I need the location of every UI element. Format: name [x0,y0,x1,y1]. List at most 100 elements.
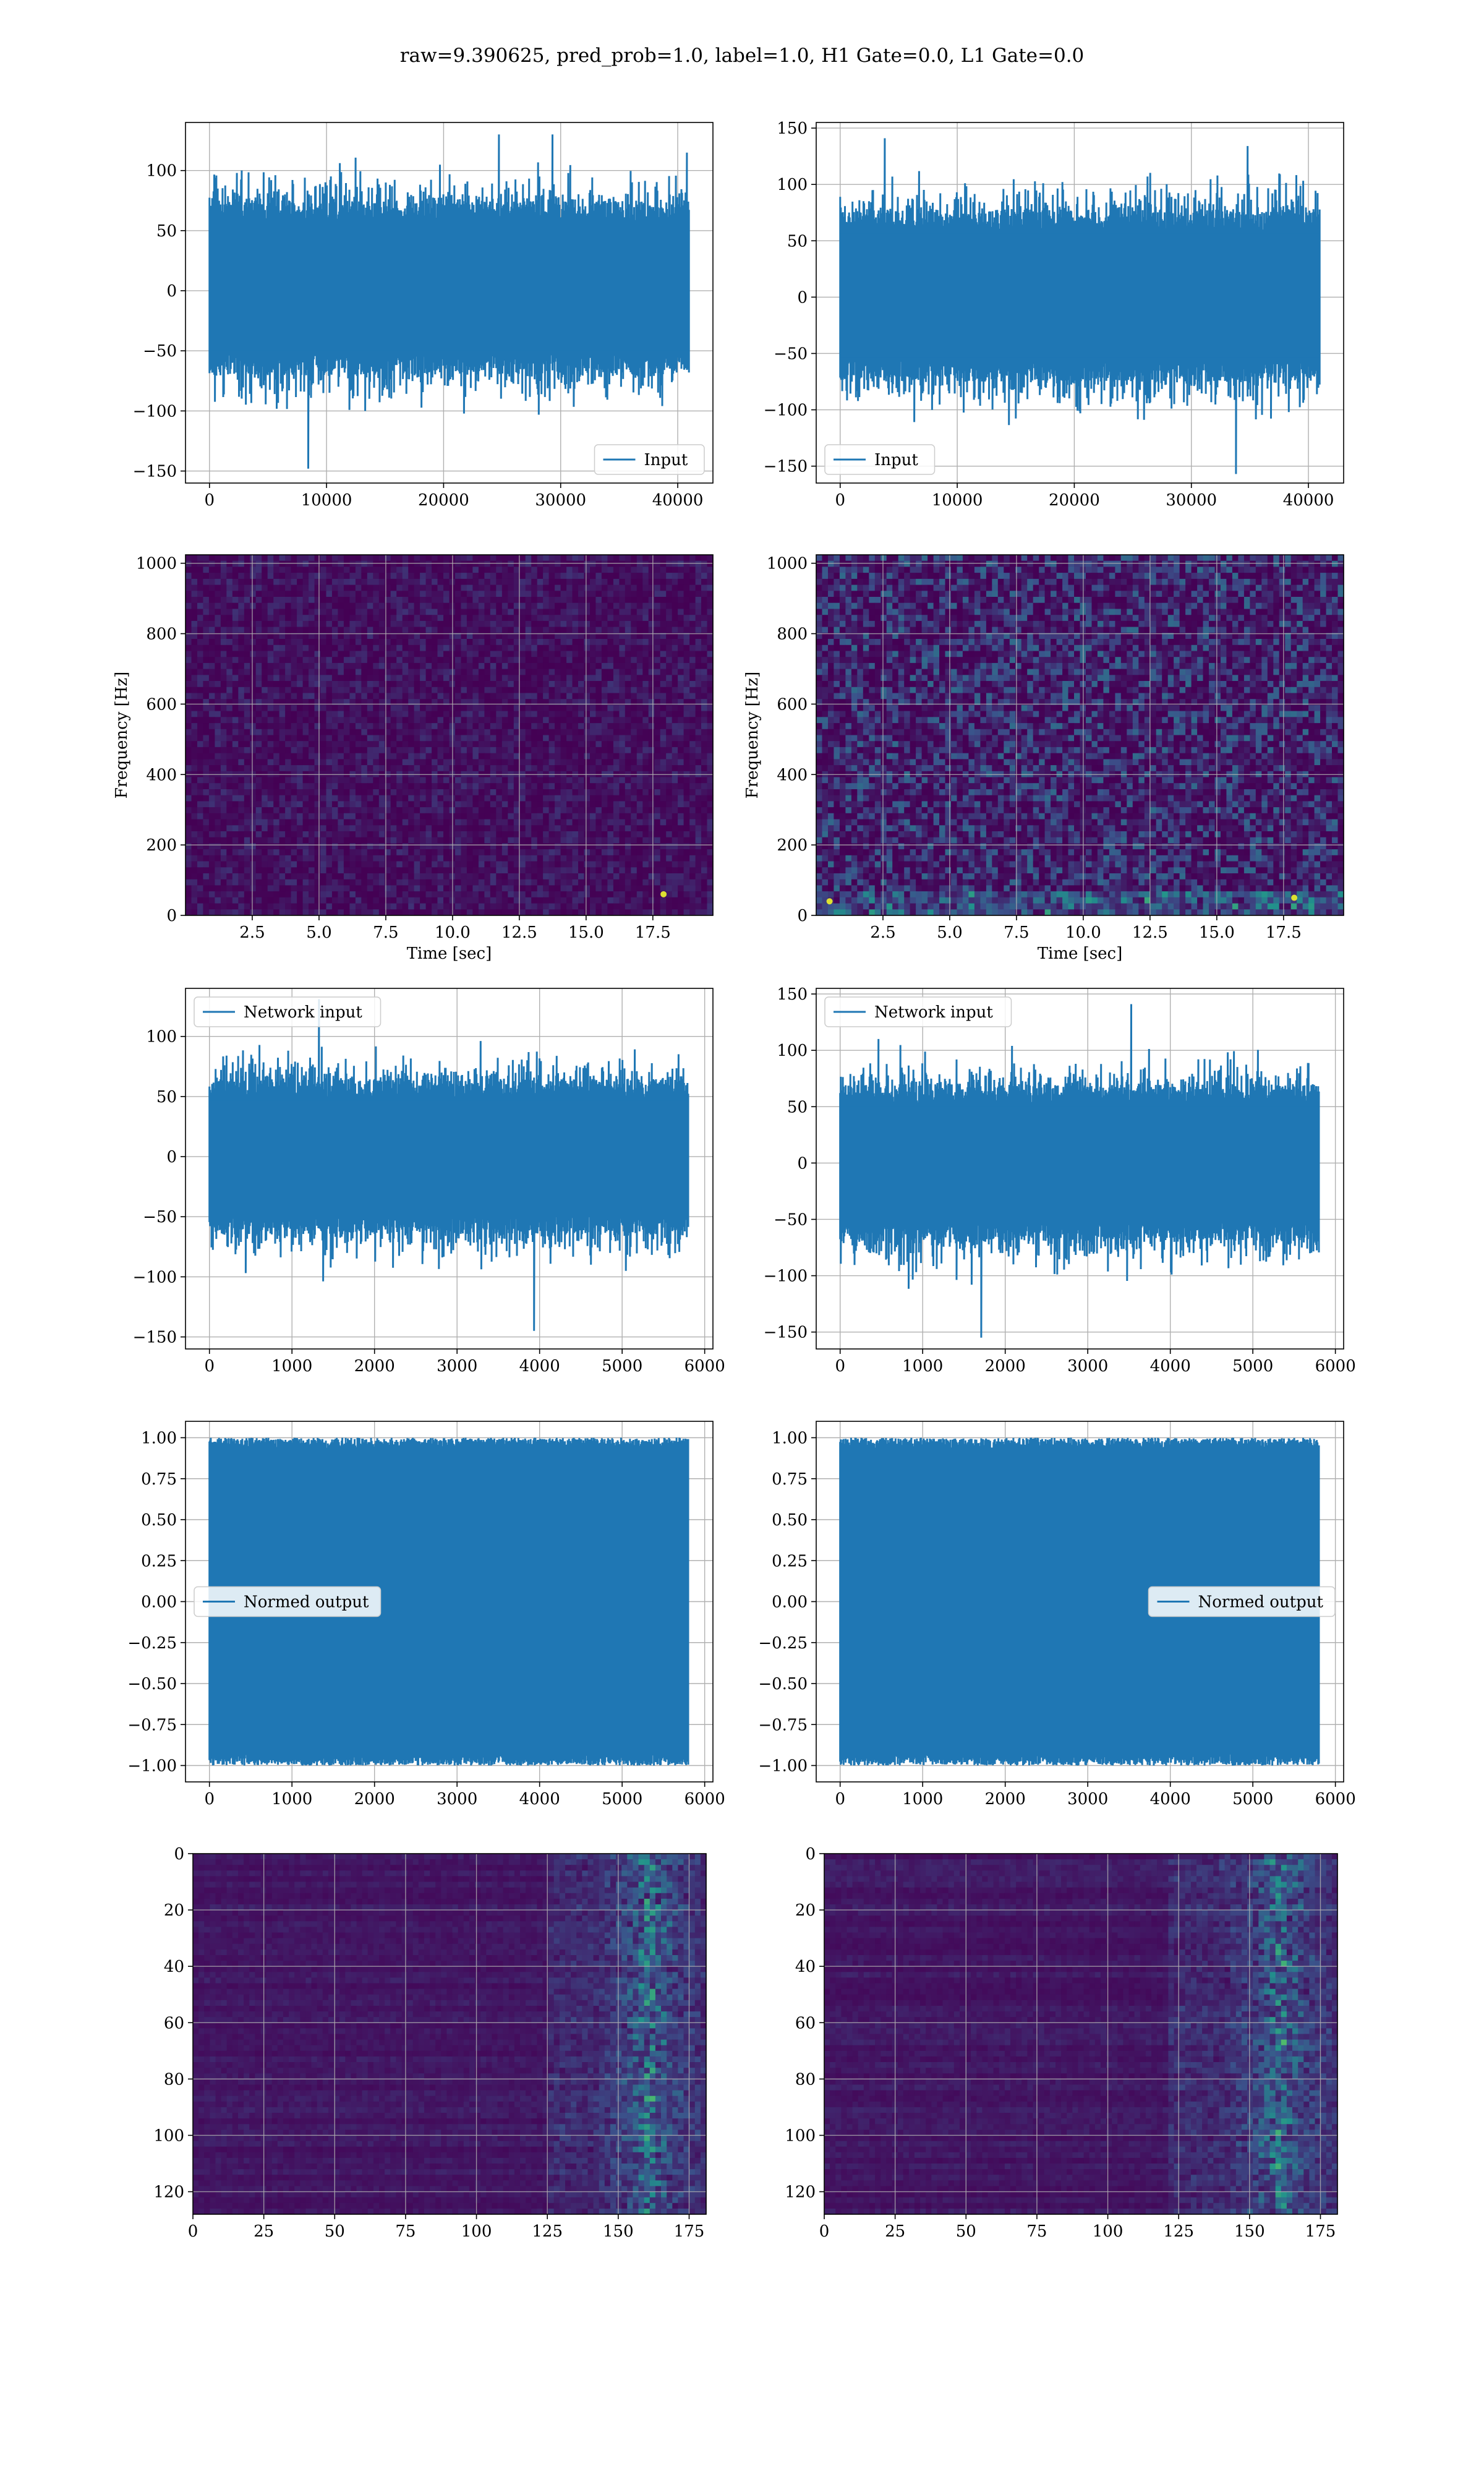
heatmap-cell [192,867,198,873]
heatmap-cell [326,765,333,771]
heatmap-cell [666,837,672,844]
heatmap-cell [438,747,444,753]
heatmap-cell [508,639,514,645]
heatmap-cell [215,675,221,681]
heatmap-cell [613,609,620,615]
heatmap-cell [543,753,549,760]
heatmap-cell [537,843,544,849]
heatmap-cell [379,687,385,693]
heatmap-cell [379,603,385,609]
heatmap-cell [396,687,403,693]
heatmap-cell [584,873,591,880]
heatmap-cell [320,651,326,657]
heatmap-cell [531,585,537,591]
heatmap-cell [186,621,192,627]
heatmap-cell [631,747,637,753]
x-tick-label: 20000 [418,491,469,510]
heatmap-cell [238,693,244,700]
heatmap-cell [186,555,192,561]
heatmap-cell [595,741,602,747]
heatmap-cell [244,820,250,826]
heatmap-cell [309,705,315,711]
heatmap-cell [215,831,221,837]
heatmap-cell [391,561,397,567]
heatmap-cell [391,669,397,675]
heatmap-cell [215,753,221,760]
heatmap-cell [461,651,467,657]
heatmap-cell [578,741,584,747]
heatmap-cell [660,585,667,591]
heatmap-cell [637,621,643,627]
heatmap-cell [192,651,198,657]
heatmap-cell [396,627,403,633]
heatmap-cell [555,862,561,868]
heatmap-cell [197,831,203,837]
heatmap-cell [590,639,596,645]
heatmap-cell [297,567,303,573]
heatmap-cell [285,639,291,645]
heatmap-cell [531,591,537,597]
heatmap-cell [613,645,620,651]
heatmap-cell [619,825,625,831]
heatmap-cell [496,693,502,700]
heatmap-cell [408,567,414,573]
heatmap-cell [566,795,573,802]
heatmap-cell [607,753,613,760]
heatmap-cell [226,597,232,603]
heatmap-cell [408,831,414,837]
heatmap-cell [578,567,584,573]
heatmap-cell [186,651,192,657]
heatmap-cell [250,657,256,663]
heatmap-cell [391,615,397,621]
heatmap-cell [297,765,303,771]
heatmap-cell [613,585,620,591]
heatmap-cell [344,615,350,621]
heatmap-cell [320,759,326,765]
heatmap-cell [396,603,403,609]
heatmap-cell [479,567,485,573]
heatmap-cell [549,735,555,742]
heatmap-cell [455,753,461,760]
heatmap-cell [396,675,403,681]
heatmap-cell [590,807,596,813]
heatmap-cell [221,807,227,813]
heatmap-cell [625,705,631,711]
heatmap-cell [285,705,291,711]
heatmap-cell [590,777,596,784]
heatmap-cell [414,825,420,831]
heatmap-cell [701,843,707,849]
heatmap-cell [531,663,537,669]
heatmap-cell [367,867,373,873]
heatmap-cell [268,567,274,573]
heatmap-cell [209,585,215,591]
heatmap-cell [696,567,702,573]
heatmap-cell [537,711,544,717]
heatmap-cell [654,657,660,663]
heatmap-cell [315,729,321,735]
heatmap-cell [426,705,432,711]
heatmap-cell [244,669,250,675]
heatmap-cell [508,813,514,820]
heatmap-cell [238,813,244,820]
heatmap-cell [467,765,473,771]
heatmap-cell [573,862,579,868]
heatmap-cell [502,585,508,591]
heatmap-cell [672,555,678,561]
heatmap-cell [467,807,473,813]
heatmap-cell [467,831,473,837]
heatmap-cell [221,735,227,742]
heatmap-cell [432,843,438,849]
heatmap-cell [315,753,321,760]
heatmap-cell [432,795,438,802]
heatmap-cell [654,705,660,711]
heatmap-cell [244,603,250,609]
heatmap-cell [349,627,356,633]
heatmap-cell [338,597,344,603]
heatmap-cell [678,765,684,771]
heatmap-cell [555,759,561,765]
heatmap-cell [443,621,450,627]
heatmap-cell [315,777,321,784]
heatmap-cell [613,711,620,717]
heatmap-cell [684,843,690,849]
heatmap-cell [684,579,690,585]
